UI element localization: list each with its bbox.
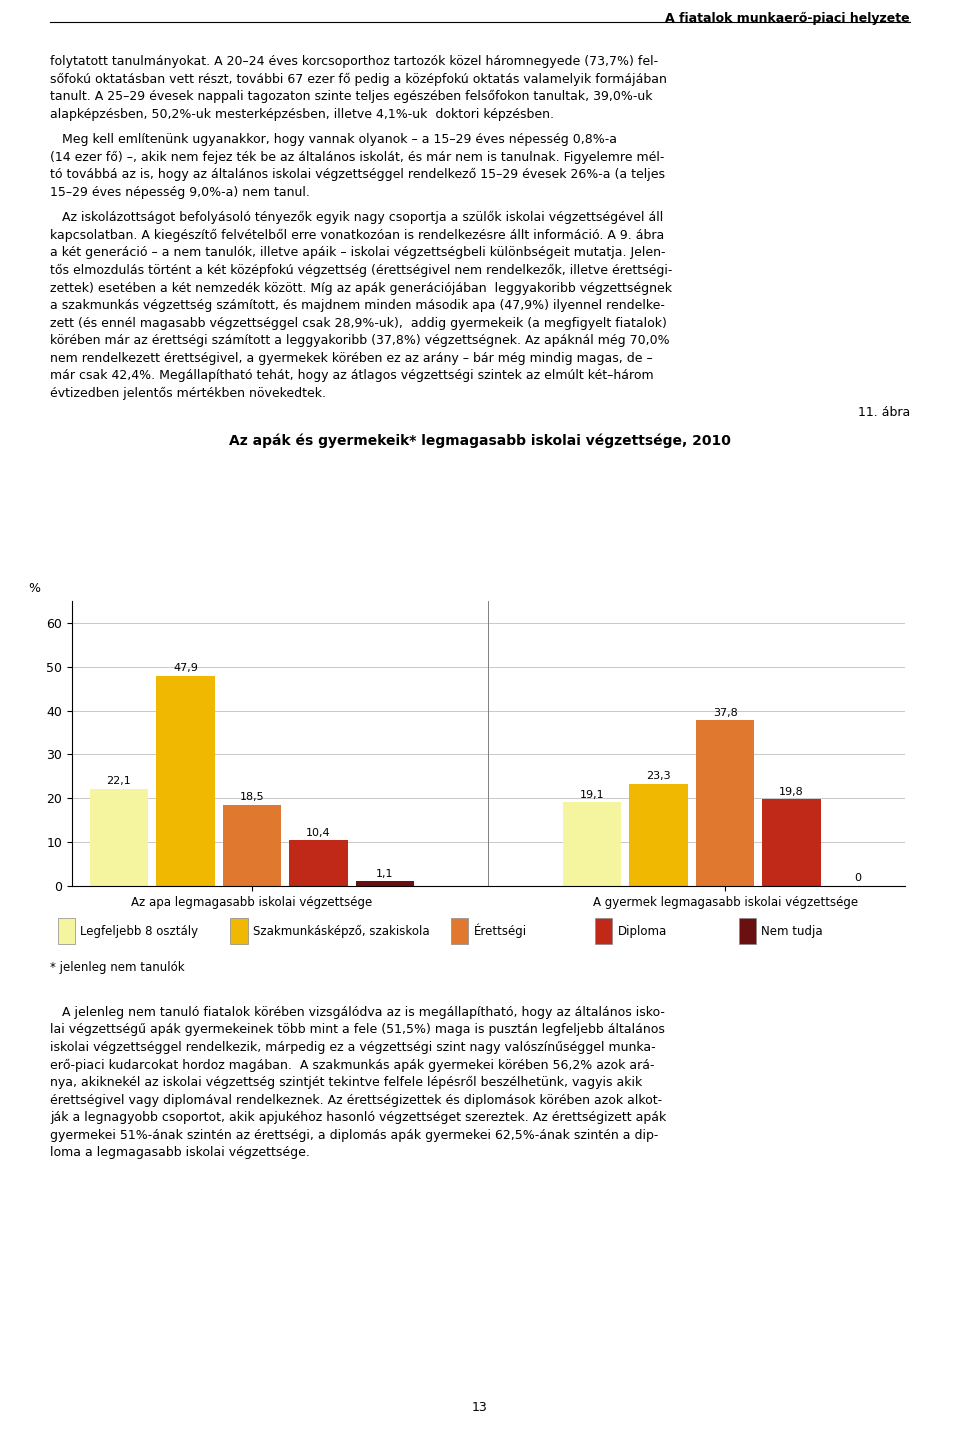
Text: 22,1: 22,1 <box>107 777 132 787</box>
Bar <box>355 882 414 886</box>
Text: Nem tudja: Nem tudja <box>761 925 823 938</box>
Text: Szakmunkásképző, szakiskola: Szakmunkásképző, szakiskola <box>252 925 429 938</box>
Text: 19,1: 19,1 <box>580 790 605 800</box>
Text: 10,4: 10,4 <box>306 827 330 837</box>
Text: Legfeljebb 8 osztály: Legfeljebb 8 osztály <box>80 925 198 938</box>
Text: A jelenleg nem tanuló fiatalok körében vizsgálódva az is megállapítható, hogy az: A jelenleg nem tanuló fiatalok körében v… <box>50 1007 666 1159</box>
Text: 11. ábra: 11. ábra <box>857 406 910 419</box>
Bar <box>156 676 215 886</box>
Text: 23,3: 23,3 <box>646 771 671 781</box>
Y-axis label: %: % <box>29 583 40 596</box>
Text: Az iskolázottságot befolyásoló tényezők egyik nagy csoportja a szülők iskolai vé: Az iskolázottságot befolyásoló tényezők … <box>50 211 672 399</box>
Bar <box>89 790 148 886</box>
Bar <box>630 784 688 886</box>
Text: Az apák és gyermekeik* legmagasabb iskolai végzettsége, 2010: Az apák és gyermekeik* legmagasabb iskol… <box>229 434 731 448</box>
Text: 13: 13 <box>472 1402 488 1414</box>
Text: 19,8: 19,8 <box>780 787 804 797</box>
Text: 18,5: 18,5 <box>240 793 264 803</box>
Text: 1,1: 1,1 <box>376 869 394 879</box>
Text: Diploma: Diploma <box>617 925 667 938</box>
Bar <box>563 803 621 886</box>
Bar <box>223 806 281 886</box>
Text: 37,8: 37,8 <box>712 708 737 718</box>
Bar <box>289 840 348 886</box>
Bar <box>696 721 755 886</box>
Text: Meg kell említenünk ugyanakkor, hogy vannak olyanok – a 15–29 éves népesség 0,8%: Meg kell említenünk ugyanakkor, hogy van… <box>50 134 665 200</box>
Text: Érettségi: Érettségi <box>473 923 527 938</box>
Text: A fiatalok munkaerő-piaci helyzete: A fiatalok munkaerő-piaci helyzete <box>665 11 910 26</box>
Text: * jelenleg nem tanulók: * jelenleg nem tanulók <box>50 961 184 974</box>
Text: folytatott tanulmányokat. A 20–24 éves korcsoporthoz tartozók közel háromnegyede: folytatott tanulmányokat. A 20–24 éves k… <box>50 55 667 121</box>
Text: 0: 0 <box>854 873 861 883</box>
Text: 47,9: 47,9 <box>173 663 198 673</box>
Bar <box>762 800 821 886</box>
